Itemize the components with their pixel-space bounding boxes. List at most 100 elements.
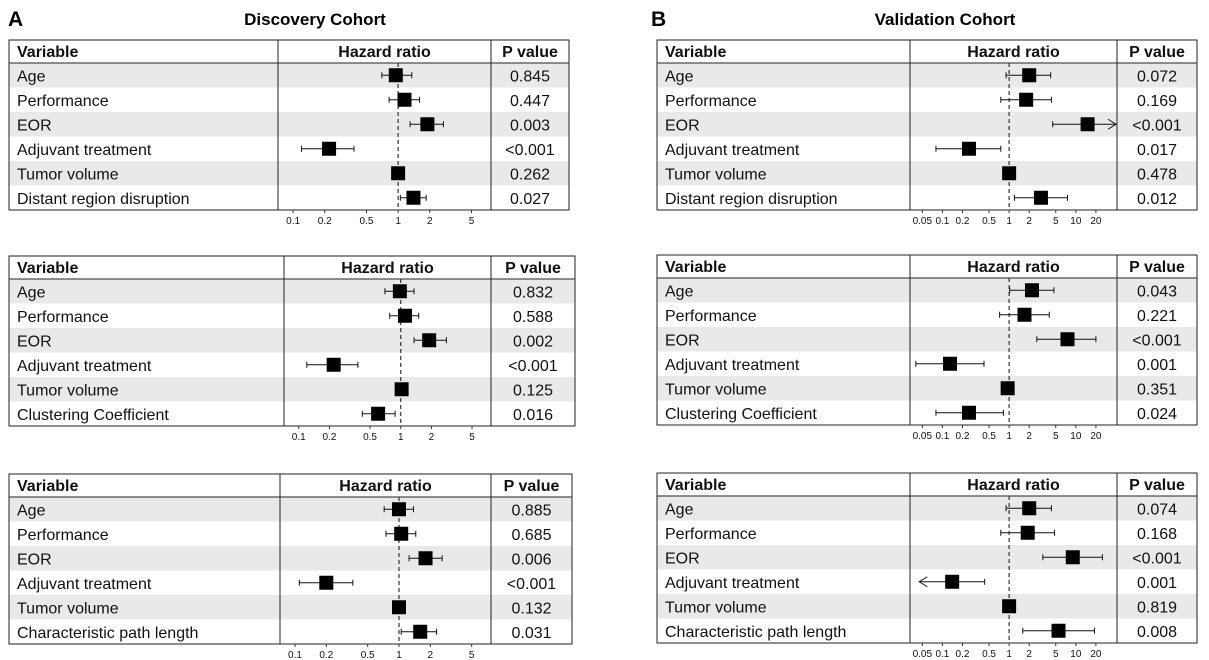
table-4-variable-label: Performance bbox=[665, 93, 757, 110]
table-5-x-tick-label: 5 bbox=[1053, 431, 1059, 442]
table-6-p-value: 0.074 bbox=[1137, 501, 1177, 518]
table-3-p-value: 0.132 bbox=[511, 600, 551, 617]
table-6-p-value: 0.168 bbox=[1137, 526, 1177, 543]
table-2-variable-label: Tumor volume bbox=[17, 382, 119, 399]
table-6-variable-label: Performance bbox=[665, 526, 757, 543]
table-3-hr-marker bbox=[413, 624, 428, 639]
table-6-p-value: 0.819 bbox=[1137, 599, 1177, 616]
table-6-variable-label: EOR bbox=[665, 550, 700, 567]
table-1-x-tick-label: 0.1 bbox=[286, 216, 300, 227]
table-4-x-tick-label: 0.1 bbox=[935, 216, 949, 227]
table-1-x-tick-label: 5 bbox=[469, 216, 475, 227]
table-5-hr-marker bbox=[1060, 332, 1075, 347]
table-3-p-value: 0.031 bbox=[511, 625, 551, 642]
table-6-x-tick-label: 2 bbox=[1026, 649, 1032, 660]
table-2-x-tick-label: 2 bbox=[429, 432, 435, 443]
table-4-x-tick-label: 5 bbox=[1053, 216, 1059, 227]
table-5-x-tick-label: 0.5 bbox=[982, 431, 996, 442]
table-6-row-stripe bbox=[657, 594, 1197, 619]
table-3-header-hazard-ratio: Hazard ratio bbox=[339, 478, 432, 495]
table-4-x-tick-label: 0.5 bbox=[982, 216, 996, 227]
table-6-x-tick-label: 0.1 bbox=[935, 649, 949, 660]
table-6-hr-marker bbox=[1051, 623, 1066, 638]
table-4-variable-label: Age bbox=[665, 68, 694, 85]
table-5-hr-marker bbox=[961, 405, 976, 420]
table-4-p-value: 0.072 bbox=[1137, 68, 1177, 85]
table-5-row-stripe bbox=[657, 278, 1197, 303]
table-2-x-tick-label: 0.1 bbox=[292, 432, 306, 443]
table-2-p-value: 0.125 bbox=[513, 382, 553, 399]
table-2-p-value: 0.832 bbox=[513, 284, 553, 301]
table-6-x-tick-label: 0.2 bbox=[956, 649, 970, 660]
table-2-variable-label: Clustering Coefficient bbox=[17, 407, 169, 424]
table-1-row-stripe bbox=[9, 161, 569, 186]
table-2-hr-marker bbox=[394, 382, 409, 397]
table-1-p-value: 0.027 bbox=[510, 191, 550, 208]
table-1-header-p-value: P value bbox=[502, 44, 558, 61]
table-3-x-tick-label: 5 bbox=[469, 650, 475, 660]
table-4-variable-label: Tumor volume bbox=[665, 166, 767, 183]
table-3-p-value: 0.885 bbox=[511, 502, 551, 519]
table-5-row-stripe bbox=[657, 327, 1197, 352]
table-1-p-value: <0.001 bbox=[505, 142, 554, 159]
table-1-hr-marker bbox=[322, 141, 337, 156]
table-1-variable-label: Age bbox=[17, 68, 46, 85]
table-2-x-tick-label: 0.2 bbox=[322, 432, 336, 443]
table-5-variable-label: Clustering Coefficient bbox=[665, 406, 817, 423]
table-1-x-tick-label: 0.2 bbox=[318, 216, 332, 227]
table-4-ci-arrow-right bbox=[1107, 118, 1117, 130]
table-5-variable-label: Tumor volume bbox=[665, 381, 767, 398]
table-6-variable-label: Adjuvant treatment bbox=[665, 575, 800, 592]
table-5-variable-label: EOR bbox=[665, 332, 700, 349]
table-4-variable-label: Adjuvant treatment bbox=[665, 142, 800, 159]
table-4-hr-marker bbox=[1033, 190, 1048, 205]
table-5-header-hazard-ratio: Hazard ratio bbox=[967, 259, 1060, 276]
table-2-header-hazard-ratio: Hazard ratio bbox=[341, 260, 434, 277]
table-2-p-value: 0.016 bbox=[513, 407, 553, 424]
table-6-hr-marker bbox=[945, 574, 960, 589]
table-5-row-stripe bbox=[657, 376, 1197, 401]
table-4-x-tick-label: 1 bbox=[1006, 216, 1012, 227]
table-3-hr-marker bbox=[391, 502, 406, 517]
table-5-variable-label: Performance bbox=[665, 308, 757, 325]
table-5-p-value: 0.024 bbox=[1137, 406, 1177, 423]
table-1-variable-label: Adjuvant treatment bbox=[17, 142, 152, 159]
table-6-variable-label: Age bbox=[665, 501, 694, 518]
table-2-variable-label: Adjuvant treatment bbox=[17, 358, 152, 375]
table-2-p-value: 0.588 bbox=[513, 309, 553, 326]
table-4-header-hazard-ratio: Hazard ratio bbox=[967, 44, 1060, 61]
table-3-p-value: 0.685 bbox=[511, 527, 551, 544]
table-4-variable-label: Distant region disruption bbox=[665, 191, 838, 208]
table-1-hr-marker bbox=[406, 190, 421, 205]
table-1-variable-label: Performance bbox=[17, 93, 109, 110]
table-3-x-tick-label: 0.2 bbox=[319, 650, 333, 660]
table-5-p-value: <0.001 bbox=[1132, 332, 1181, 349]
table-6-p-value: <0.001 bbox=[1132, 550, 1181, 567]
table-5-header-variable: Variable bbox=[665, 259, 726, 276]
table-5-p-value: 0.001 bbox=[1137, 357, 1177, 374]
table-4-hr-marker bbox=[1002, 166, 1017, 181]
table-6-ci-arrow-left bbox=[918, 576, 928, 588]
table-5-x-tick-label: 0.1 bbox=[935, 431, 949, 442]
table-1-frame bbox=[8, 39, 570, 211]
table-5-x-tick-label: 0.05 bbox=[913, 431, 933, 442]
table-3-x-tick-label: 1 bbox=[396, 650, 402, 660]
table-1-p-value: 0.845 bbox=[510, 68, 550, 85]
table-1-p-value: 0.262 bbox=[510, 166, 550, 183]
table-1-x-tick-label: 2 bbox=[427, 216, 433, 227]
table-5-header-p-value: P value bbox=[1129, 259, 1185, 276]
table-3-header-variable: Variable bbox=[17, 478, 78, 495]
table-6-header-hazard-ratio: Hazard ratio bbox=[967, 477, 1060, 494]
table-5-p-value: 0.221 bbox=[1137, 308, 1177, 325]
table-5-hr-marker bbox=[1000, 381, 1015, 396]
table-1-variable-label: Tumor volume bbox=[17, 166, 119, 183]
table-3-hr-marker bbox=[394, 526, 409, 541]
table-6-x-tick-label: 20 bbox=[1090, 649, 1102, 660]
table-6-hr-marker bbox=[1065, 550, 1080, 565]
table-1-hr-marker bbox=[420, 117, 435, 132]
table-5-frame bbox=[656, 254, 1198, 426]
table-6-p-value: 0.001 bbox=[1137, 575, 1177, 592]
table-4-x-tick-label: 2 bbox=[1026, 216, 1032, 227]
table-4-hr-marker bbox=[961, 141, 976, 156]
table-1-x-tick-label: 0.5 bbox=[360, 216, 374, 227]
